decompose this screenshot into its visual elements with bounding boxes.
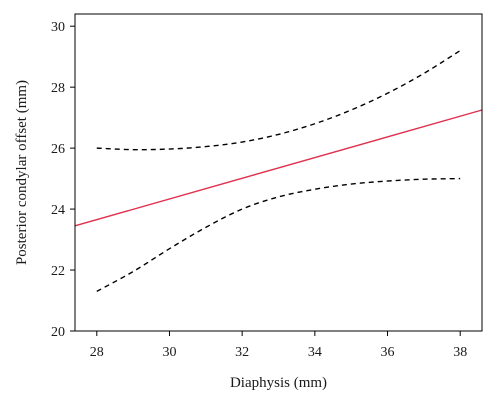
x-tick-label: 30 <box>162 345 176 360</box>
y-tick-label: 24 <box>51 203 65 218</box>
y-tick-label: 22 <box>51 264 65 279</box>
y-tick-label: 28 <box>51 81 65 96</box>
x-tick-label: 28 <box>90 345 104 360</box>
fit-line <box>74 109 483 227</box>
x-tick-label: 36 <box>381 345 395 360</box>
lower-band-line <box>96 177 461 292</box>
y-tick-label: 26 <box>51 142 65 157</box>
y-tick-label: 20 <box>51 325 65 340</box>
x-tick-label: 34 <box>308 345 322 360</box>
plot-series <box>74 49 483 292</box>
upper-band-line <box>96 49 461 151</box>
y-tick-label: 30 <box>51 20 65 35</box>
x-tick-label: 38 <box>453 345 467 360</box>
plot-frame <box>74 13 483 332</box>
x-tick-label: 32 <box>235 345 249 360</box>
y-axis-title: Posterior condylar offset (mm) <box>14 80 30 265</box>
axis-ticks: 28 30 32 34 36 38 20 22 24 26 28 30 <box>51 20 467 360</box>
x-axis-title: Diaphysis (mm) <box>230 375 327 391</box>
